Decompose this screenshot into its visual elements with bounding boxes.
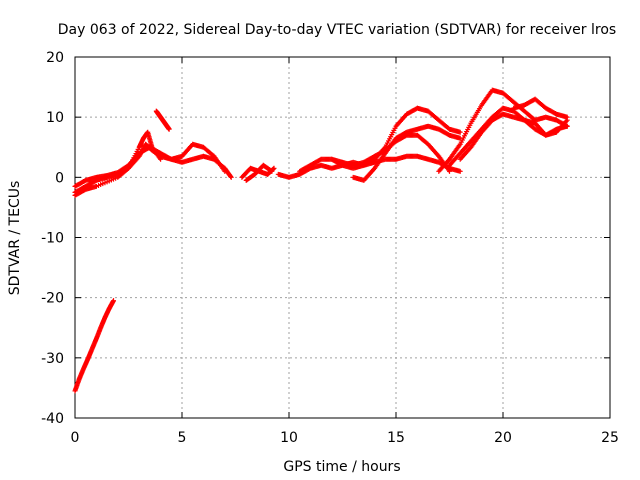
x-tick-label: 0 [71,430,80,446]
data-point [222,168,228,174]
x-tick-label: 20 [494,430,512,446]
chart-title: Day 063 of 2022, Sidereal Day-to-day VTE… [58,22,616,38]
data-point [271,165,277,171]
y-axis: -40 -30 -20 -10 0 10 20 [41,50,610,427]
y-tick-label: -10 [41,231,64,247]
data-points [72,87,570,394]
series-arc-early-descent [72,298,117,394]
data-point [111,298,117,304]
data-point [268,168,274,174]
data-point [228,173,234,179]
series-arc-9 [329,105,463,171]
y-tick-label: -30 [41,351,64,367]
x-tick-label: 10 [280,430,298,446]
data-point [457,129,463,135]
y-axis-label: SDTVAR / TECUs [7,181,23,296]
data-point [457,168,463,174]
data-point [564,123,570,129]
data-point [158,156,164,162]
y-tick-label: 10 [46,110,64,126]
data-point [447,168,452,174]
series-arc-6 [243,162,275,183]
x-axis: 0 5 10 15 20 25 [71,57,619,446]
data-point [166,126,172,132]
y-tick-label: 0 [55,170,64,186]
x-tick-label: 25 [601,430,619,446]
y-tick-label: 20 [46,50,64,66]
y-tick-label: -40 [41,411,64,427]
series-arc-3 [72,129,164,198]
data-point [228,174,234,180]
x-axis-label: GPS time / hours [283,459,400,475]
data-point [564,114,570,120]
y-tick-label: -20 [41,291,64,307]
series-arc-4 [153,108,172,132]
series-arc-10 [350,123,463,183]
series-arc-14 [511,96,570,120]
x-tick-label: 15 [387,430,405,446]
x-tick-label: 5 [178,430,187,446]
data-point [269,168,275,174]
series-arc-11 [436,87,570,174]
series-arc-13 [457,111,570,162]
